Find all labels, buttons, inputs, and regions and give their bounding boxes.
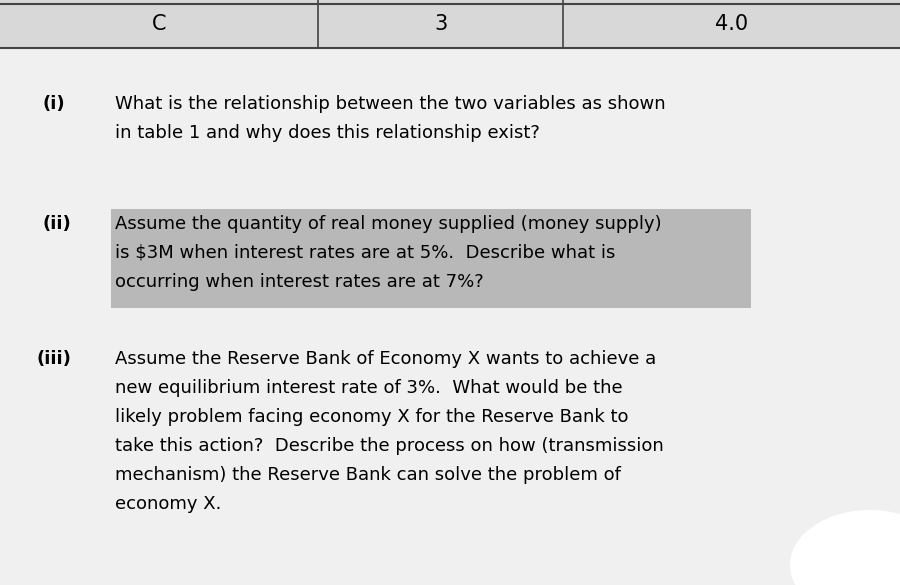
- Text: 4.0: 4.0: [715, 14, 748, 34]
- Text: (i): (i): [42, 95, 65, 113]
- Bar: [0, 0, 900, 48]
- Text: new equilibrium interest rate of 3%.  What would be the: new equilibrium interest rate of 3%. Wha…: [115, 379, 623, 397]
- Text: Assume the Reserve Bank of Economy X wants to achieve a: Assume the Reserve Bank of Economy X wan…: [115, 350, 656, 368]
- Text: 3: 3: [434, 14, 447, 34]
- Text: take this action?  Describe the process on how (transmission: take this action? Describe the process o…: [115, 437, 664, 455]
- Text: is $3M when interest rates are at 5%.  Describe what is: is $3M when interest rates are at 5%. De…: [115, 244, 616, 262]
- Text: (iii): (iii): [37, 350, 72, 368]
- Text: likely problem facing economy X for the Reserve Bank to: likely problem facing economy X for the …: [115, 408, 628, 426]
- Text: occurring when interest rates are at 7%?: occurring when interest rates are at 7%?: [115, 273, 484, 291]
- Text: What is the relationship between the two variables as shown: What is the relationship between the two…: [115, 95, 666, 113]
- Ellipse shape: [790, 510, 900, 585]
- Text: (ii): (ii): [42, 215, 71, 233]
- Text: C: C: [152, 14, 166, 34]
- Text: economy X.: economy X.: [115, 495, 221, 513]
- Text: in table 1 and why does this relationship exist?: in table 1 and why does this relationshi…: [115, 124, 540, 142]
- Text: mechanism) the Reserve Bank can solve the problem of: mechanism) the Reserve Bank can solve th…: [115, 466, 621, 484]
- Text: Assume the quantity of real money supplied (money supply): Assume the quantity of real money suppli…: [115, 215, 662, 233]
- Bar: [111, 209, 751, 308]
